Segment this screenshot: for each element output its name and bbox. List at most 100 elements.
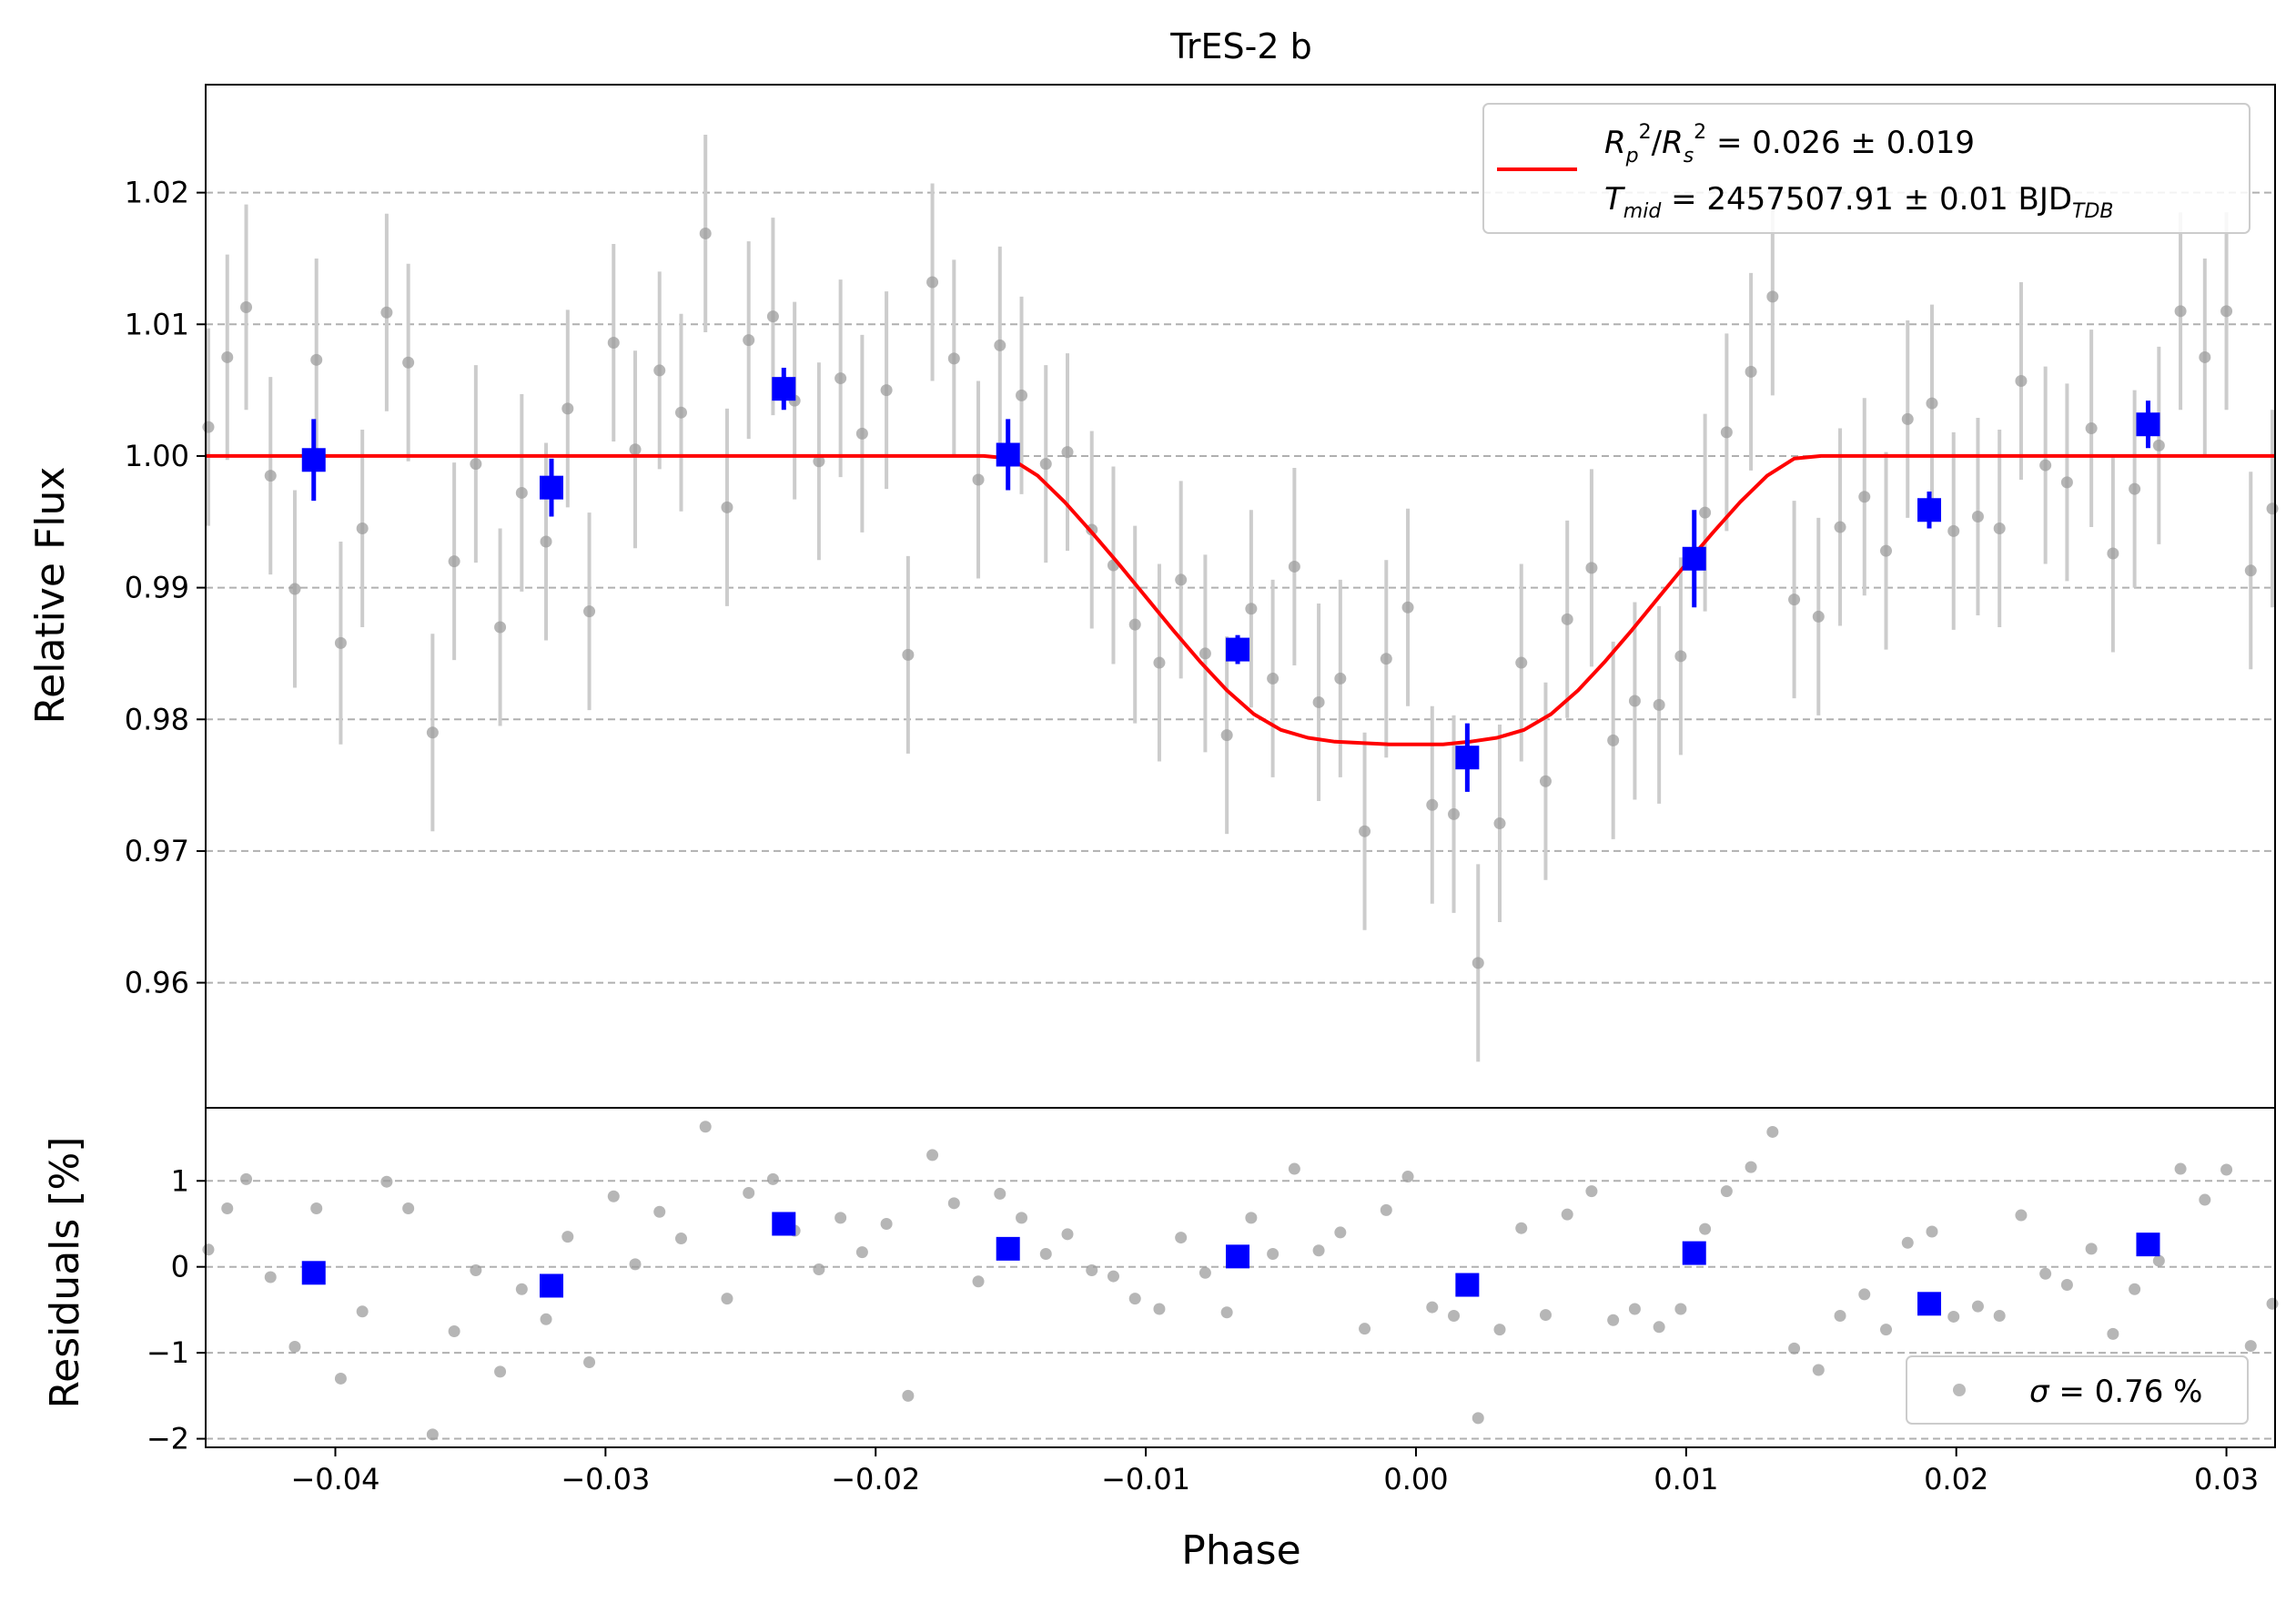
raw-point xyxy=(1926,397,1938,410)
raw-point xyxy=(1585,562,1598,574)
raw-point xyxy=(448,555,460,568)
raw-point xyxy=(1312,695,1325,708)
binned-point xyxy=(996,442,1020,467)
top-panel-ylabel: Relative Flux xyxy=(27,467,74,725)
residual-point xyxy=(1086,1263,1098,1276)
x-tick-label: −0.04 xyxy=(290,1462,379,1496)
raw-point xyxy=(1993,522,2006,535)
residual-point xyxy=(1926,1225,1938,1238)
raw-point xyxy=(583,605,596,618)
residual-point xyxy=(1401,1171,1414,1183)
x-tick-label: 0.01 xyxy=(1654,1462,1718,1496)
raw-point xyxy=(1359,825,1371,837)
raw-point xyxy=(743,334,755,347)
residual-point xyxy=(1153,1303,1166,1315)
residual-point xyxy=(1561,1208,1573,1221)
raw-point xyxy=(561,402,574,415)
residual-point xyxy=(1628,1303,1641,1315)
binned-residual-point xyxy=(996,1236,1020,1261)
raw-point xyxy=(1493,817,1506,830)
raw-point xyxy=(202,421,215,433)
residual-point xyxy=(1312,1244,1325,1257)
raw-point xyxy=(264,470,277,482)
residual-point xyxy=(902,1389,915,1402)
raw-point xyxy=(607,337,620,350)
raw-point xyxy=(470,458,482,471)
model-curve xyxy=(206,453,2275,746)
binned-point xyxy=(1682,546,1706,571)
raw-point xyxy=(1947,524,1960,537)
residual-point xyxy=(1061,1228,1074,1241)
residual-point xyxy=(674,1233,687,1245)
residual-point xyxy=(1745,1161,1757,1173)
binned-residual-point xyxy=(301,1261,326,1285)
raw-point xyxy=(310,353,323,366)
raw-point xyxy=(1426,798,1439,811)
bottom-panel-frame xyxy=(205,1107,2276,1448)
raw-point xyxy=(1834,521,1846,533)
raw-point xyxy=(926,276,939,289)
residual-point xyxy=(2199,1193,2211,1206)
binned-residual-point xyxy=(1682,1241,1706,1265)
raw-point xyxy=(2129,482,2141,495)
residual-point xyxy=(1607,1314,1620,1326)
raw-point xyxy=(2060,476,2073,489)
binned-point xyxy=(1917,498,1942,522)
raw-point xyxy=(1720,426,1733,439)
x-tick-label: −0.02 xyxy=(831,1462,920,1496)
raw-point xyxy=(1812,610,1825,623)
raw-point xyxy=(1199,647,1211,660)
residual-point xyxy=(1199,1266,1211,1279)
raw-point xyxy=(1220,729,1233,742)
raw-point xyxy=(288,583,301,595)
residual-point xyxy=(2174,1162,2187,1175)
residual-point xyxy=(1175,1232,1188,1244)
binned-residual-point xyxy=(1917,1292,1942,1316)
raw-point xyxy=(1788,594,1801,606)
raw-point xyxy=(426,726,439,739)
residual-point xyxy=(947,1197,960,1210)
residual-point xyxy=(202,1243,215,1256)
raw-point xyxy=(1515,656,1528,669)
raw-point xyxy=(2107,547,2119,560)
residual-point xyxy=(1720,1185,1733,1198)
top-panel-raw-points xyxy=(202,134,2279,1062)
binned-residual-point xyxy=(1226,1244,1250,1269)
raw-point xyxy=(540,535,552,548)
bottom-panel-x-ticks: −0.04 −0.03 −0.02 −0.01 0.00 0.01 0.02 0.03 xyxy=(290,1447,2259,1496)
residual-point xyxy=(2152,1254,2165,1267)
top-panel-binned-points xyxy=(301,368,2160,792)
residual-point xyxy=(448,1325,460,1338)
raw-point xyxy=(834,372,847,385)
residual-point xyxy=(1539,1309,1552,1322)
raw-point xyxy=(766,310,779,323)
residual-point xyxy=(2244,1340,2257,1353)
raw-point xyxy=(1267,672,1279,685)
residual-point xyxy=(240,1172,253,1185)
x-axis-label: Phase xyxy=(1181,1527,1300,1574)
binned-residual-point xyxy=(539,1273,563,1298)
raw-point xyxy=(2174,305,2187,318)
residual-point xyxy=(515,1283,528,1295)
raw-point xyxy=(1628,695,1641,707)
top-legend-box xyxy=(1482,103,2250,234)
residual-point xyxy=(926,1149,939,1162)
residual-point xyxy=(1448,1310,1461,1323)
residual-point xyxy=(653,1205,666,1218)
residual-point xyxy=(1515,1222,1528,1234)
raw-point xyxy=(2152,439,2165,451)
residual-point xyxy=(972,1275,985,1288)
raw-point xyxy=(1061,446,1074,459)
residual-point xyxy=(561,1231,574,1243)
residual-point xyxy=(629,1258,642,1271)
top-legend-line1: Rp2/Rs2 = 0.026 ± 0.019 xyxy=(1604,121,1975,167)
raw-point xyxy=(356,522,369,535)
raw-point xyxy=(880,384,893,397)
residual-point xyxy=(1788,1342,1801,1354)
residual-point xyxy=(583,1356,596,1369)
binned-point xyxy=(1455,746,1480,770)
raw-point xyxy=(813,455,825,468)
residual-point xyxy=(699,1121,712,1133)
bottom-legend-box xyxy=(1906,1355,2249,1425)
